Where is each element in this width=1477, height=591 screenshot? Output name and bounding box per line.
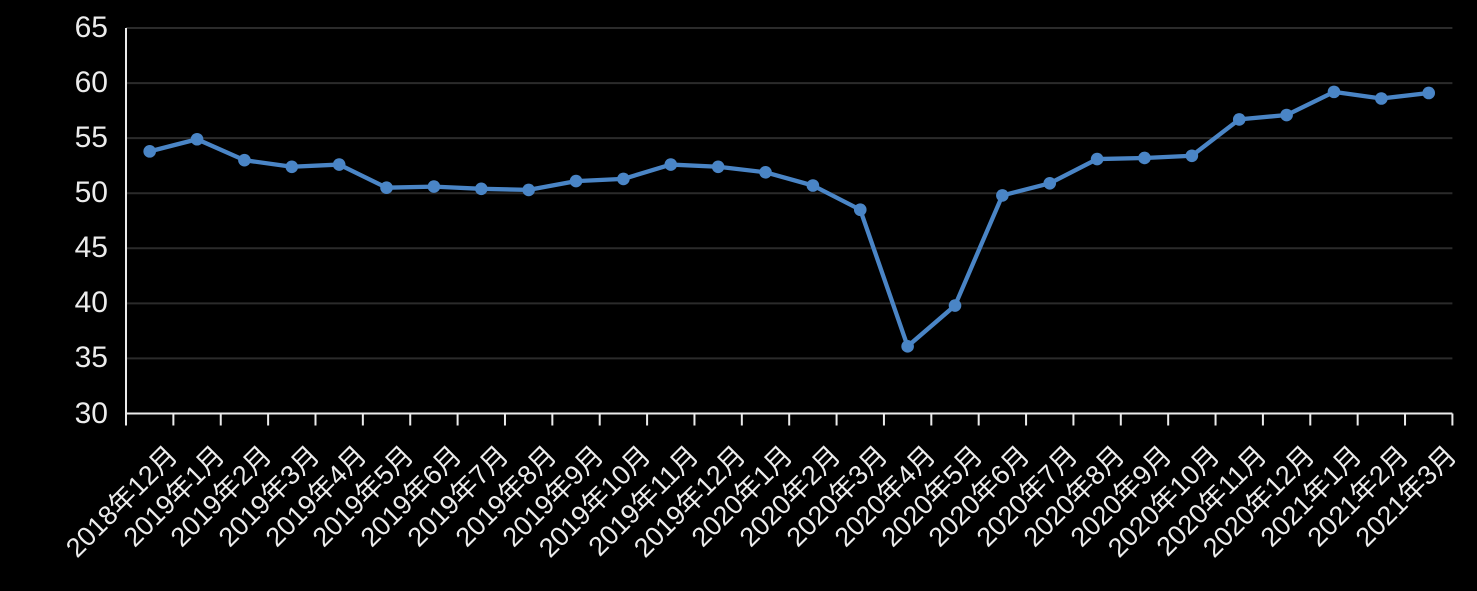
data-point-marker	[664, 158, 678, 171]
y-axis-label: 50	[74, 176, 108, 210]
data-point-marker	[1327, 85, 1341, 99]
data-point-marker	[522, 183, 535, 197]
series-line	[147, 89, 1431, 349]
data-point-marker	[1043, 177, 1057, 190]
y-axis-label: 65	[74, 11, 108, 44]
data-point-marker	[143, 145, 156, 158]
y-axis-label: 55	[74, 121, 108, 155]
data-point-marker	[238, 153, 251, 167]
data-point-marker	[948, 299, 962, 312]
data-point-marker	[474, 182, 488, 196]
data-point-marker	[806, 179, 820, 192]
data-point-marker	[190, 132, 204, 146]
data-point-marker	[759, 165, 772, 179]
data-point-marker	[1090, 152, 1104, 166]
data-point-marker	[1232, 113, 1246, 126]
data-point-marker	[1422, 86, 1436, 100]
data-point-marker	[711, 160, 725, 174]
data-point-marker	[1185, 149, 1199, 163]
data-point-marker	[332, 158, 346, 171]
data-point-marker	[617, 172, 630, 186]
y-axis-label: 45	[74, 231, 108, 265]
data-point-marker	[996, 189, 1009, 202]
data-point-marker	[285, 160, 299, 174]
data-point-marker	[427, 180, 441, 193]
data-point-marker	[853, 203, 867, 217]
data-point-marker	[901, 340, 914, 353]
y-axis-label: 30	[74, 396, 108, 430]
data-point-marker	[1280, 108, 1293, 122]
y-axis-label: 60	[74, 66, 108, 100]
data-point-marker	[1138, 151, 1151, 165]
data-point-marker	[1375, 92, 1388, 105]
y-axis-label: 35	[74, 341, 108, 375]
y-axis-label: 40	[74, 286, 108, 320]
data-point-marker	[380, 181, 393, 195]
data-point-marker	[569, 174, 583, 188]
